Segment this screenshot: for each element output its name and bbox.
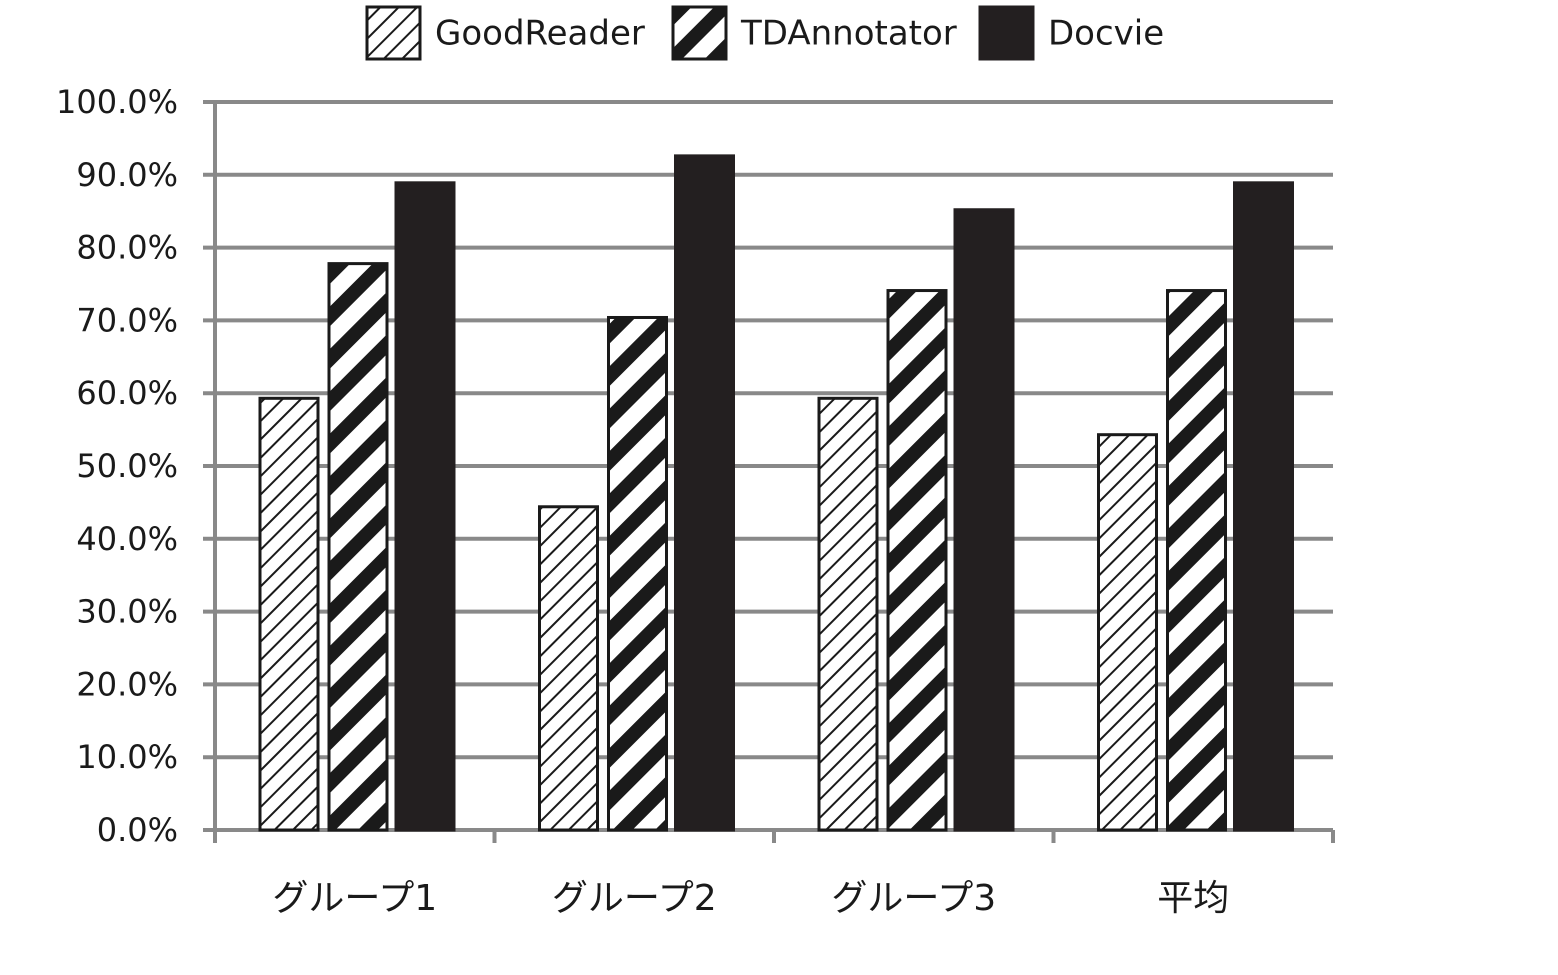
bar xyxy=(327,262,389,832)
y-tick-label: 50.0% xyxy=(76,447,178,485)
y-tick-label: 80.0% xyxy=(76,229,178,267)
legend-label: TDAnnotator xyxy=(740,14,957,54)
bar xyxy=(953,208,1015,832)
y-tick-label: 10.0% xyxy=(76,738,178,776)
x-tick-label: グループ1 xyxy=(272,878,437,919)
y-tick-label: 30.0% xyxy=(76,593,178,631)
y-tick-label: 0.0% xyxy=(97,811,178,849)
x-tick-label: 平均 xyxy=(1157,878,1229,919)
bar xyxy=(1233,181,1294,832)
y-tick-label: 100.0% xyxy=(56,83,178,121)
legend-swatch xyxy=(671,5,728,61)
legend-label: GoodReader xyxy=(435,14,645,54)
x-tick-label: グループ2 xyxy=(552,878,717,919)
bar xyxy=(1166,289,1227,832)
bar xyxy=(1097,433,1158,832)
bar xyxy=(607,315,668,832)
bar xyxy=(394,181,456,832)
x-tick-label: グループ3 xyxy=(831,878,996,919)
bar xyxy=(817,396,879,832)
bar xyxy=(538,505,599,832)
y-tick-label: 20.0% xyxy=(76,665,178,703)
y-tick-label: 90.0% xyxy=(76,156,178,194)
legend-label: Docvie xyxy=(1048,14,1164,54)
y-tick-label: 40.0% xyxy=(76,520,178,558)
bar xyxy=(674,154,735,832)
legend-swatch xyxy=(978,5,1035,61)
y-tick-label: 70.0% xyxy=(76,301,178,339)
bar xyxy=(258,396,320,832)
y-tick-label: 60.0% xyxy=(76,374,178,412)
bar xyxy=(886,289,948,832)
legend-swatch xyxy=(365,5,422,61)
